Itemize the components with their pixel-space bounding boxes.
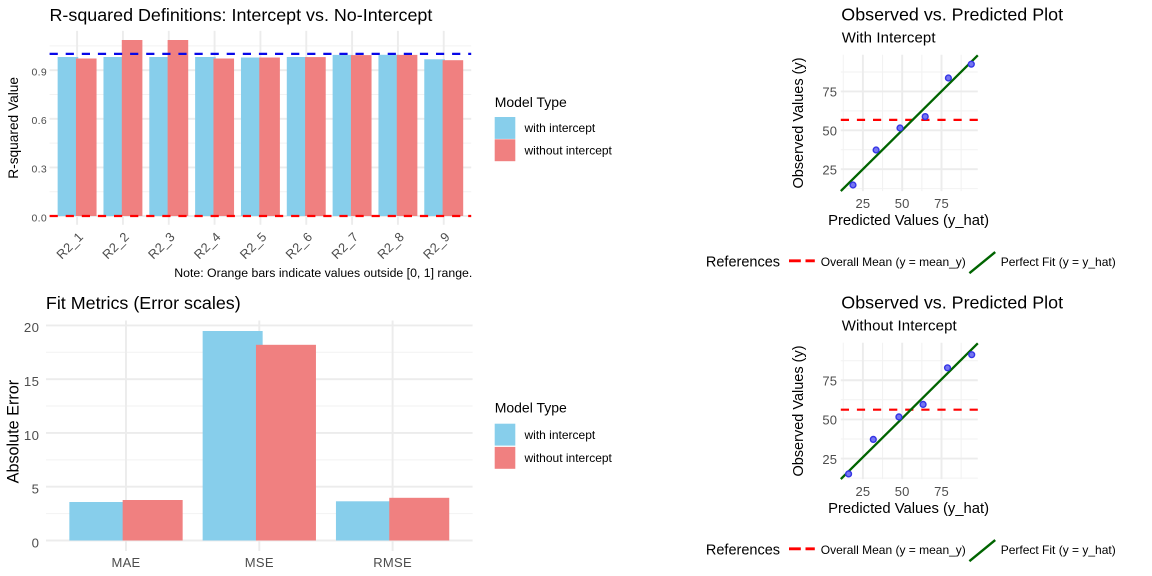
svg-text:Overall Mean (y = mean_y): Overall Mean (y = mean_y) <box>821 543 966 557</box>
svg-text:15: 15 <box>24 374 39 389</box>
svg-text:5: 5 <box>32 482 40 497</box>
svg-text:MAE: MAE <box>111 555 140 570</box>
svg-text:Predicted Values (y_hat): Predicted Values (y_hat) <box>828 501 989 517</box>
svg-text:With Intercept: With Intercept <box>842 30 937 47</box>
svg-text:75: 75 <box>934 196 949 211</box>
svg-text:10: 10 <box>24 428 39 443</box>
svg-text:MSE: MSE <box>245 555 274 570</box>
svg-text:0.9: 0.9 <box>32 67 48 79</box>
svg-text:Overall Mean (y = mean_y): Overall Mean (y = mean_y) <box>821 255 966 269</box>
svg-text:25: 25 <box>822 162 837 177</box>
svg-text:with intercept: with intercept <box>524 121 596 135</box>
svg-text:R-squared Definitions: Interce: R-squared Definitions: Intercept vs. No-… <box>50 5 433 25</box>
svg-text:75: 75 <box>822 85 837 100</box>
svg-text:with intercept: with intercept <box>524 428 596 442</box>
svg-text:0: 0 <box>32 535 40 550</box>
svg-text:0.0: 0.0 <box>32 212 48 224</box>
svg-text:20: 20 <box>24 320 39 335</box>
svg-text:References: References <box>706 543 780 559</box>
svg-text:Fit Metrics (Error scales): Fit Metrics (Error scales) <box>46 293 241 313</box>
svg-text:Perfect Fit (y = y_hat): Perfect Fit (y = y_hat) <box>1001 543 1116 557</box>
svg-text:50: 50 <box>895 484 910 499</box>
svg-text:Observed Values (y): Observed Values (y) <box>791 345 807 476</box>
svg-text:Observed Values (y): Observed Values (y) <box>791 57 807 188</box>
svg-text:Absolute Error: Absolute Error <box>4 379 22 483</box>
svg-text:Model Type: Model Type <box>495 400 567 416</box>
svg-text:50: 50 <box>822 124 837 139</box>
svg-text:75: 75 <box>934 484 949 499</box>
svg-text:Observed vs. Predicted Plot: Observed vs. Predicted Plot <box>841 4 1063 24</box>
svg-text:75: 75 <box>822 373 837 388</box>
svg-text:0.3: 0.3 <box>32 164 48 176</box>
svg-text:0.6: 0.6 <box>32 115 48 127</box>
svg-text:Note: Orange bars indicate val: Note: Orange bars indicate values outsid… <box>174 266 472 280</box>
svg-text:50: 50 <box>822 413 837 428</box>
svg-text:25: 25 <box>822 452 837 467</box>
svg-text:R-squared Value: R-squared Value <box>6 77 21 179</box>
svg-text:50: 50 <box>895 196 910 211</box>
svg-text:Model Type: Model Type <box>495 94 567 110</box>
svg-text:Without Intercept: Without Intercept <box>842 318 958 335</box>
svg-text:25: 25 <box>855 196 870 211</box>
svg-text:RMSE: RMSE <box>373 555 412 570</box>
svg-text:25: 25 <box>855 484 870 499</box>
svg-text:Predicted Values (y_hat): Predicted Values (y_hat) <box>828 213 989 229</box>
svg-text:without intercept: without intercept <box>524 143 613 157</box>
svg-text:References: References <box>706 255 780 271</box>
svg-text:without intercept: without intercept <box>524 451 613 465</box>
svg-text:Observed vs. Predicted Plot: Observed vs. Predicted Plot <box>841 292 1063 312</box>
svg-text:Perfect Fit (y = y_hat): Perfect Fit (y = y_hat) <box>1001 255 1116 269</box>
